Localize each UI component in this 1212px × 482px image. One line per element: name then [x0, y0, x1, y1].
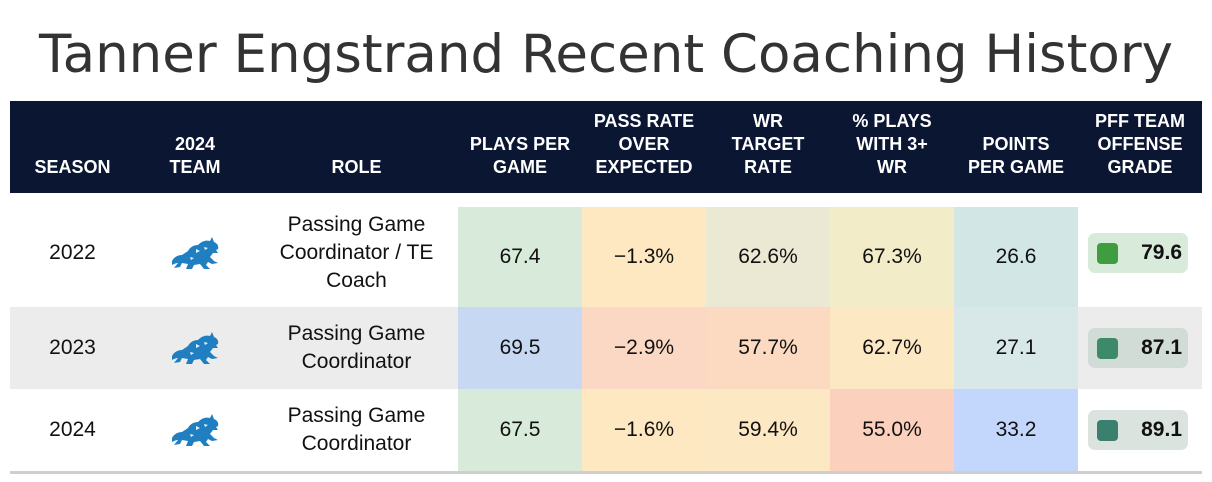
- season-cell: 2024: [49, 418, 96, 441]
- pff-grade-badge: 87.1: [1088, 328, 1188, 368]
- points-per-game-cell: 27.1: [954, 307, 1078, 389]
- points-per-game-cell: 26.6: [954, 207, 1078, 307]
- header-wr-target-rate: WR TARGET RATE: [731, 111, 805, 177]
- grade-color-swatch: [1097, 338, 1118, 359]
- pct-plays-3wr-cell: 62.7%: [830, 307, 954, 389]
- header-pct-plays-3wr: % PLAYS WITH 3+ WR: [852, 111, 932, 177]
- header-pff-offense-grade: PFF TEAM OFFENSE GRADE: [1095, 111, 1185, 177]
- pct-plays-3wr-cell: 67.3%: [830, 207, 954, 307]
- grade-color-swatch: [1097, 243, 1118, 264]
- detroit-lions-logo-icon: [172, 414, 219, 446]
- pass-rate-over-expected-cell: −2.9%: [582, 307, 706, 389]
- plays-per-game-cell: 67.4: [458, 207, 582, 307]
- role-cell: Passing Game Coordinator: [287, 322, 426, 373]
- pct-plays-3wr-cell: 55.0%: [830, 389, 954, 471]
- table-bottom-rule: [10, 471, 1202, 474]
- pff-grade-badge: 79.6: [1088, 233, 1188, 273]
- plays-per-game-cell: 67.5: [458, 389, 582, 471]
- pff-grade-value: 89.1: [1141, 418, 1182, 441]
- header-pass-rate-over-expected: PASS RATE OVER EXPECTED: [593, 111, 695, 177]
- season-cell: 2022: [49, 241, 96, 264]
- detroit-lions-logo-icon: [172, 237, 219, 269]
- team-cell: [135, 389, 255, 471]
- role-cell: Passing Game Coordinator: [287, 404, 426, 455]
- detroit-lions-logo-icon: [172, 332, 219, 364]
- table-header: SEASON 2024 TEAM ROLE PLAYS PER GAME PAS…: [10, 101, 1202, 193]
- header-season: SEASON: [34, 157, 111, 177]
- pff-grade-value: 79.6: [1141, 241, 1182, 264]
- pass-rate-over-expected-cell: −1.6%: [582, 389, 706, 471]
- header-points-per-game: POINTS PER GAME: [967, 134, 1064, 177]
- table-row: 2024 Passing Game Coordinator 67.5 −1.6% 59…: [10, 389, 1202, 471]
- table-row: 2022 Passing Game Coordinator / TE Coach…: [10, 199, 1202, 307]
- header-team: 2024 TEAM: [169, 134, 221, 177]
- plays-per-game-cell: 69.5: [458, 307, 582, 389]
- wr-target-rate-cell: 62.6%: [706, 207, 830, 307]
- season-cell: 2023: [49, 336, 96, 359]
- grade-color-swatch: [1097, 420, 1118, 441]
- page-title: Tanner Engstrand Recent Coaching History: [39, 24, 1173, 85]
- pff-grade-value: 87.1: [1141, 336, 1182, 359]
- team-cell: [135, 307, 255, 389]
- header-plays-per-game: PLAYS PER GAME: [469, 134, 571, 177]
- points-per-game-cell: 33.2: [954, 389, 1078, 471]
- wr-target-rate-cell: 59.4%: [706, 389, 830, 471]
- team-cell: [135, 199, 255, 307]
- table-row: 2023 Passing Game Coordinator 69.5 −2.9% 57…: [10, 307, 1202, 389]
- wr-target-rate-cell: 57.7%: [706, 307, 830, 389]
- pff-grade-badge: 89.1: [1088, 410, 1188, 450]
- role-cell: Passing Game Coordinator / TE Coach: [279, 213, 434, 292]
- pass-rate-over-expected-cell: −1.3%: [582, 207, 706, 307]
- header-role: ROLE: [331, 157, 382, 177]
